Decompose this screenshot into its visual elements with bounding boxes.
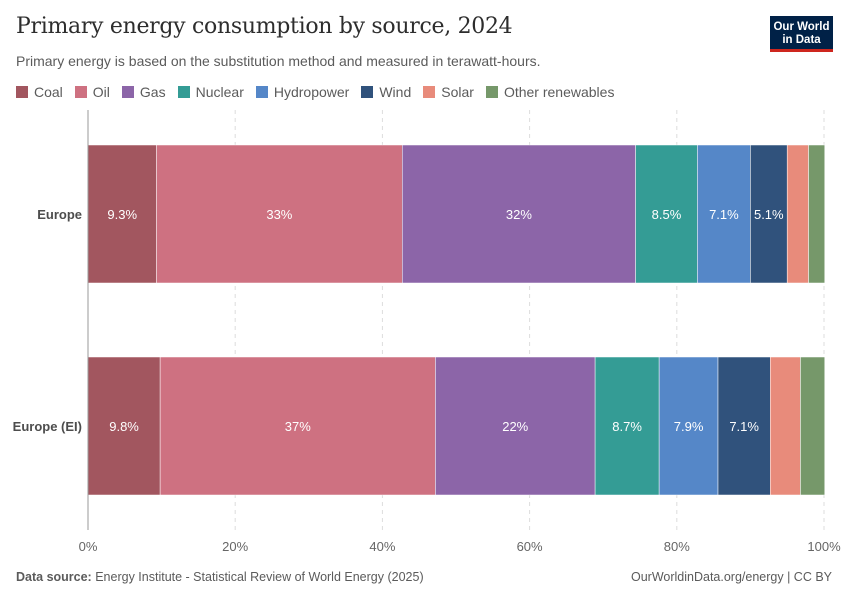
owid-logo[interactable]: Our World in Data — [770, 16, 833, 52]
data-label: 37% — [285, 419, 311, 434]
data-source-text[interactable]: Energy Institute - Statistical Review of… — [95, 570, 424, 584]
legend-item-other-renewables[interactable]: Other renewables — [485, 84, 615, 100]
bar-segment-nuclear — [594, 356, 660, 496]
bar-segment-other-renewables — [808, 144, 825, 284]
legend-swatch — [423, 86, 436, 98]
legend-item-oil[interactable]: Oil — [74, 84, 110, 100]
data-label: 7.1% — [729, 419, 759, 434]
legend-swatch — [16, 86, 28, 98]
logo-line-1: Our World — [773, 21, 830, 33]
chart-title: Primary energy consumption by source, 20… — [16, 14, 513, 39]
data-label: 8.5% — [652, 207, 682, 222]
x-tick-label: 80% — [664, 539, 690, 554]
legend-swatch — [485, 86, 498, 98]
legend-item-hydropower[interactable]: Hydropower — [255, 84, 350, 100]
bar-segment-oil — [159, 356, 436, 496]
legend-item-coal[interactable]: Coal — [16, 84, 63, 100]
legend-label: Other renewables — [503, 84, 615, 100]
legend-swatch — [121, 86, 134, 98]
data-label: 9.8% — [109, 419, 139, 434]
legend-swatch — [177, 86, 190, 98]
footer-link[interactable]: OurWorldinData.org/energy | CC BY — [630, 570, 832, 584]
legend-item-gas[interactable]: Gas — [121, 84, 166, 100]
data-source: Data source: Energy Institute - Statisti… — [16, 570, 424, 584]
chart-subtitle: Primary energy is based on the substitut… — [16, 53, 541, 69]
category-label: Europe (EI) — [13, 419, 82, 434]
x-tick-label: 40% — [369, 539, 395, 554]
legend-item-nuclear[interactable]: Nuclear — [177, 84, 244, 100]
data-label: 33% — [266, 207, 292, 222]
data-label: 7.9% — [674, 419, 704, 434]
x-tick-label: 20% — [222, 539, 248, 554]
x-tick-label: 0% — [79, 539, 98, 554]
bar-segment-oil — [156, 144, 403, 284]
bar-segment-gas — [402, 144, 636, 284]
chart-legend: Coal Oil Gas Nuclear Hydropower Wind Solar Othe… — [16, 84, 626, 100]
bar-segment-coal — [87, 144, 157, 284]
data-label: 7.1% — [709, 207, 739, 222]
bar-segment-hydropower — [697, 144, 751, 284]
bar-segment-other-renewables — [800, 356, 825, 496]
bar-segment-solar — [770, 356, 801, 496]
bar-segment-gas — [435, 356, 596, 496]
legend-label: Coal — [34, 84, 63, 100]
legend-label: Hydropower — [273, 84, 350, 100]
bar-segment-nuclear — [635, 144, 698, 284]
bar-segment-wind — [717, 356, 771, 496]
data-label: 8.7% — [612, 419, 642, 434]
legend-label: Nuclear — [195, 84, 244, 100]
category-label: Europe — [37, 207, 82, 222]
legend-label: Solar — [441, 84, 474, 100]
x-tick-label: 100% — [807, 539, 841, 554]
data-label: 9.3% — [107, 207, 137, 222]
logo-line-2: in Data — [782, 34, 821, 46]
legend-item-wind[interactable]: Wind — [361, 84, 411, 100]
data-source-label: Data source: — [16, 570, 92, 584]
legend-label: Gas — [139, 84, 166, 100]
legend-swatch — [361, 86, 374, 98]
bar-segment-hydropower — [658, 356, 719, 496]
x-tick-label: 60% — [517, 539, 543, 554]
data-label: 22% — [502, 419, 528, 434]
legend-label: Oil — [92, 84, 110, 100]
bar-segment-coal — [87, 356, 161, 496]
data-label: 32% — [506, 207, 532, 222]
bar-segment-wind — [750, 144, 788, 284]
data-label: 5.1% — [754, 207, 784, 222]
legend-item-solar[interactable]: Solar — [423, 84, 474, 100]
legend-swatch — [74, 86, 87, 98]
legend-label: Wind — [379, 84, 412, 100]
bar-segment-solar — [786, 144, 809, 284]
legend-swatch — [255, 86, 268, 98]
